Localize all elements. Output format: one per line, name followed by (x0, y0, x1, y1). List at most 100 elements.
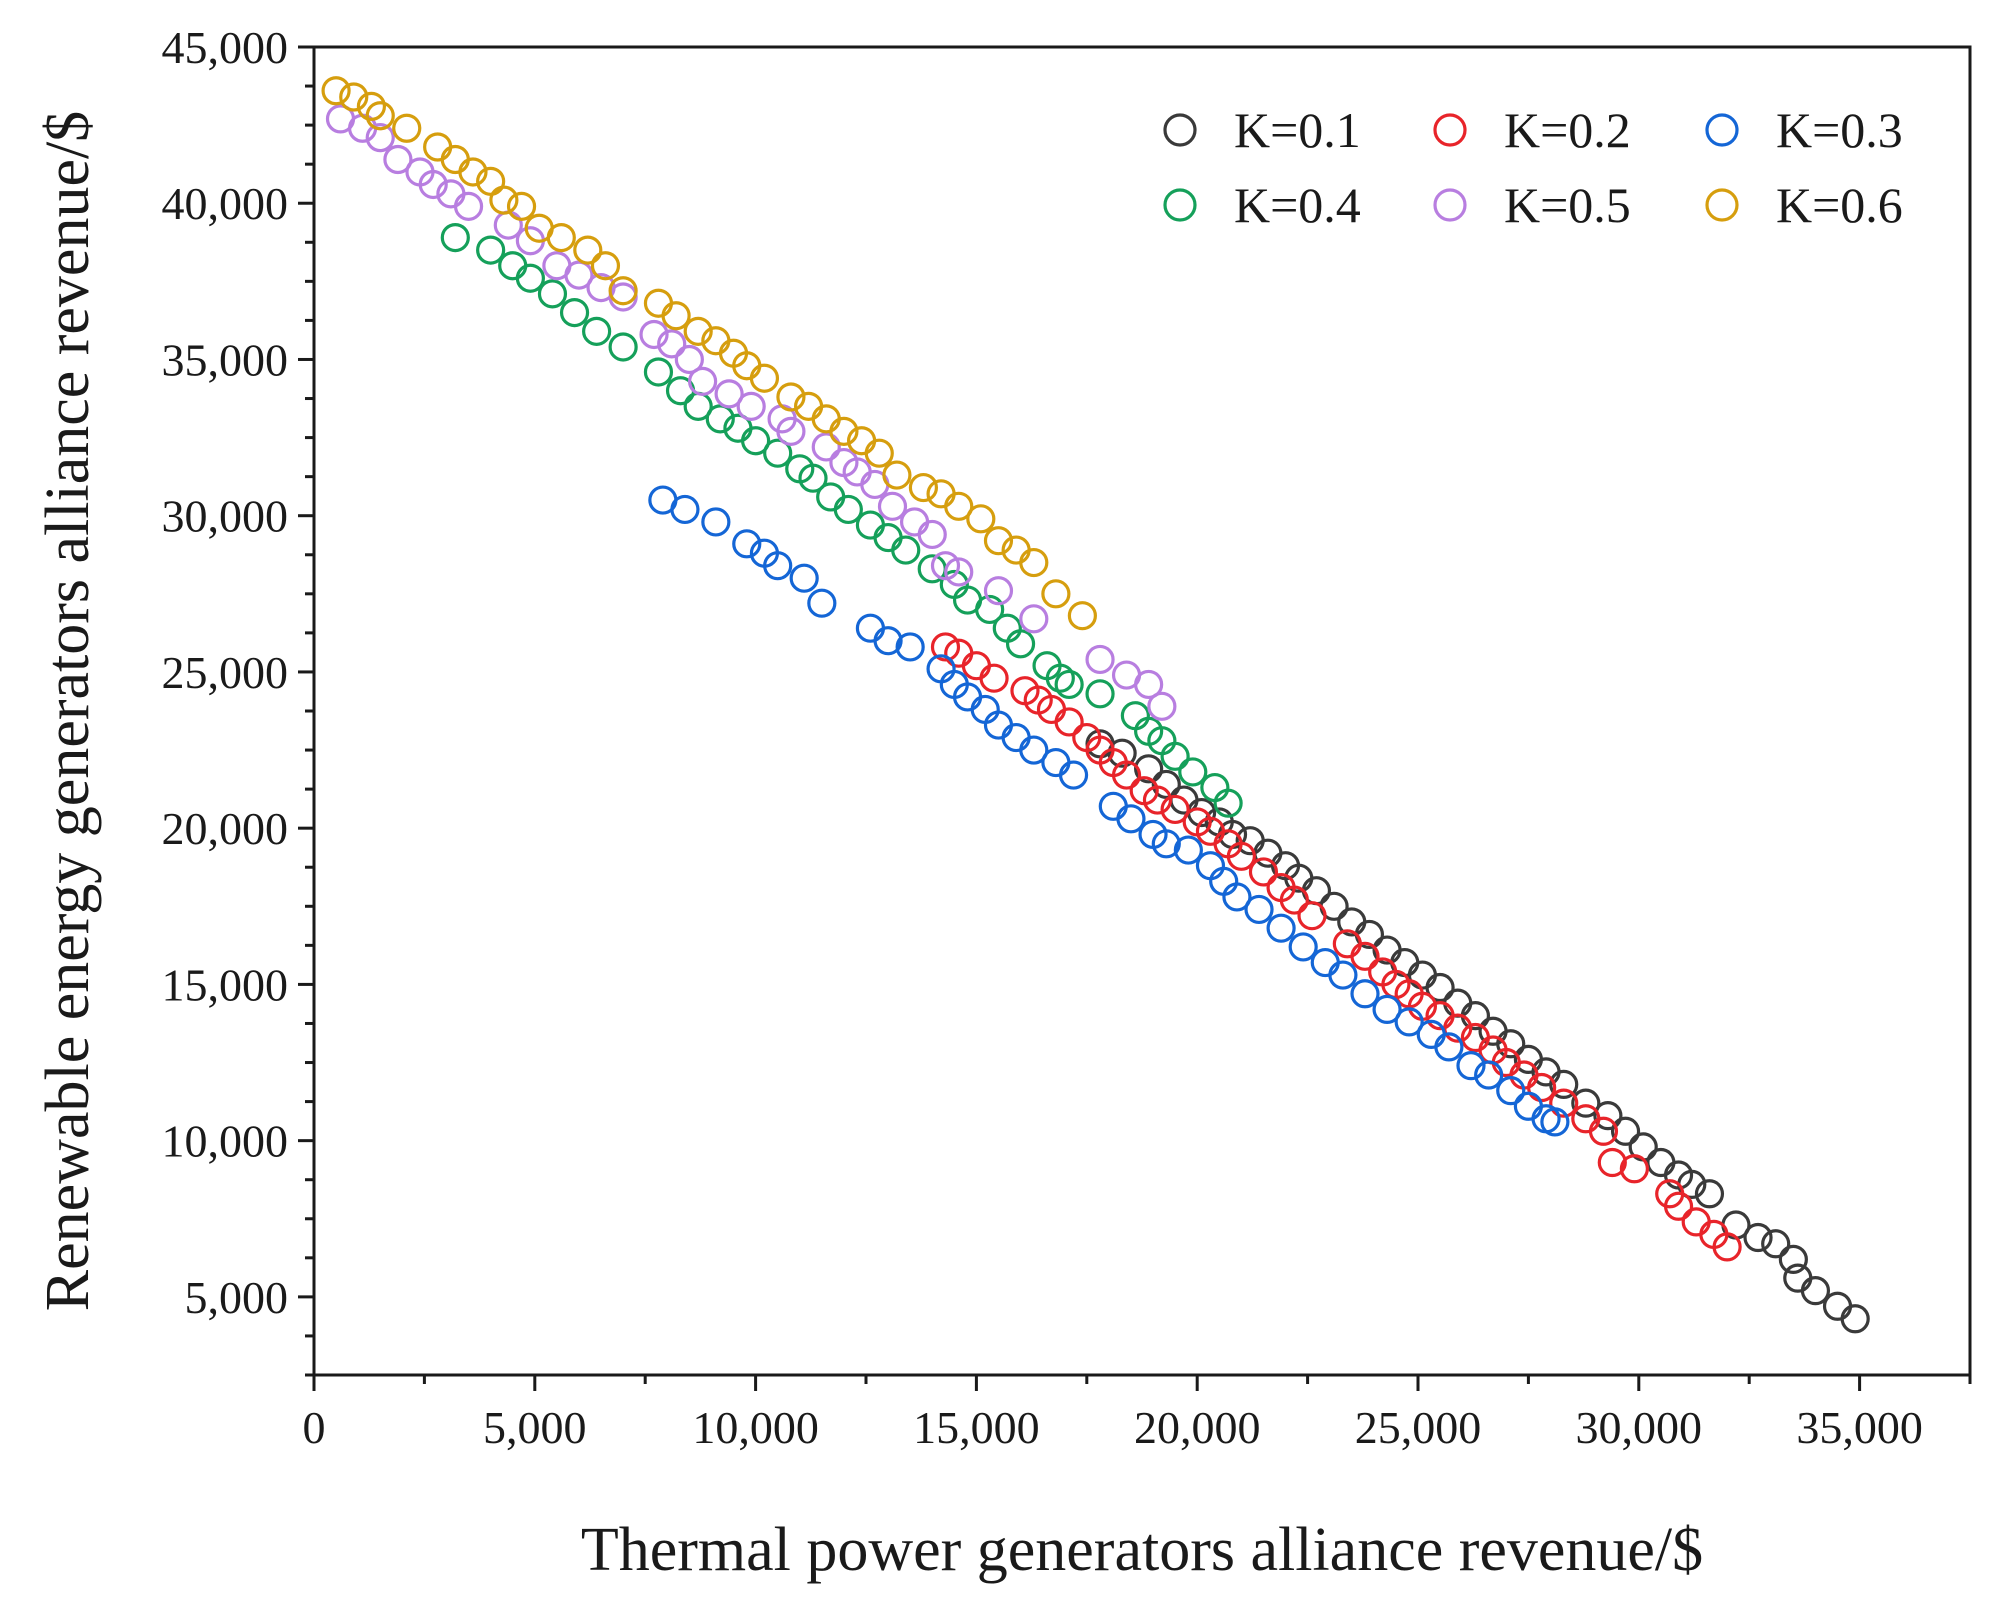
y-axis-ticks: 5,000 10,000 15,000 20,000 25,000 30,000 35,00… (162, 22, 314, 1377)
data-point (559, 298, 590, 328)
data-point (1694, 1179, 1725, 1209)
data-point (683, 316, 713, 346)
data-point (418, 169, 448, 200)
data-point (661, 301, 691, 331)
data-point (798, 463, 828, 493)
data-point (1610, 1116, 1641, 1146)
data-point (930, 551, 961, 581)
series-K=0.6 (321, 76, 1097, 631)
series-K=0.4 (440, 223, 1243, 818)
data-point (1496, 1076, 1526, 1106)
data-point (1160, 741, 1190, 771)
legend: K=0.1 K=0.2 K=0.3 K=0.4 K=0.5 K=0.6 (1163, 102, 1903, 233)
legend-item: K=0.6 (1705, 177, 1903, 233)
y-tick-label: 30,000 (162, 491, 289, 542)
data-point (537, 279, 568, 309)
x-tick-label: 5,000 (483, 1402, 587, 1453)
data-point (776, 382, 806, 412)
data-point (714, 379, 744, 409)
data-point (864, 438, 894, 468)
legend-label: K=0.6 (1776, 177, 1903, 233)
data-point (1019, 735, 1049, 765)
legend-item: K=0.1 (1163, 102, 1361, 158)
legend-item: K=0.3 (1705, 102, 1903, 158)
data-point (1067, 601, 1097, 631)
data-point (873, 626, 903, 656)
data-point (1800, 1276, 1831, 1306)
data-point (811, 432, 841, 462)
data-point (1743, 1222, 1773, 1253)
data-point (688, 366, 718, 396)
data-point (643, 357, 674, 387)
data-point (882, 460, 912, 490)
data-point (1173, 835, 1203, 865)
data-point (740, 426, 771, 456)
legend-marker (1433, 188, 1467, 222)
legend-label: K=0.5 (1504, 177, 1631, 233)
data-point (590, 251, 621, 281)
data-point (1443, 1013, 1473, 1043)
data-point (1151, 769, 1181, 800)
data-point (1248, 857, 1279, 887)
x-tick-label: 20,000 (1134, 1402, 1261, 1453)
data-point (979, 663, 1009, 693)
data-point (1663, 1191, 1694, 1221)
legend-item: K=0.5 (1433, 177, 1631, 233)
legend-label: K=0.4 (1234, 177, 1361, 233)
series-K=0.2 (930, 632, 1742, 1262)
x-tick-label: 30,000 (1576, 1402, 1703, 1453)
data-point (807, 588, 837, 618)
data-point (1222, 882, 1252, 912)
data-point (1394, 1007, 1424, 1037)
data-point (365, 101, 395, 131)
data-point (476, 235, 506, 265)
legend-label: K=0.3 (1776, 102, 1903, 158)
legend-label: K=0.1 (1234, 102, 1361, 158)
data-point (1328, 960, 1358, 990)
data-point (1288, 932, 1318, 962)
y-tick-label: 15,000 (162, 959, 289, 1010)
data-point (1372, 994, 1402, 1025)
data-point (1279, 885, 1309, 915)
data-point (1111, 760, 1142, 790)
data-point (1160, 794, 1190, 825)
data-point (966, 504, 996, 534)
y-tick-label: 40,000 (162, 178, 289, 229)
data-point (1474, 1060, 1504, 1090)
data-point (917, 519, 947, 550)
series-K=0.3 (648, 485, 1570, 1137)
data-point (1434, 1032, 1464, 1062)
data-point (930, 632, 961, 662)
series-K=0.5 (325, 104, 1177, 721)
legend-marker (1705, 188, 1739, 222)
data-point (365, 123, 395, 153)
data-point (1549, 1069, 1579, 1100)
data-point (1134, 669, 1164, 700)
data-point (1540, 1107, 1570, 1137)
data-point (339, 82, 369, 112)
data-point (789, 563, 819, 593)
y-tick-label: 25,000 (162, 647, 289, 698)
data-point (1019, 604, 1049, 634)
plot-frame (312, 45, 1972, 1377)
legend-marker (1163, 113, 1197, 147)
x-axis-ticks: 0 5,000 10,000 15,000 20,000 25,000 30,000 35,0… (303, 1375, 1972, 1453)
legend-label: K=0.2 (1504, 102, 1631, 158)
data-point (1712, 1232, 1742, 1262)
data-point (705, 404, 735, 434)
data-point (1085, 679, 1115, 709)
data-point (1058, 760, 1089, 790)
data-point (891, 535, 921, 565)
data-point (1147, 691, 1177, 721)
data-point (1134, 754, 1164, 784)
data-point (1045, 663, 1075, 693)
data-point (983, 576, 1014, 606)
data-point (1571, 1088, 1601, 1118)
data-point (1005, 629, 1036, 659)
data-point (732, 529, 762, 559)
data-point (1761, 1229, 1791, 1259)
legend-item: K=0.2 (1433, 102, 1631, 158)
data-point (1054, 669, 1084, 700)
data-point (657, 329, 687, 359)
